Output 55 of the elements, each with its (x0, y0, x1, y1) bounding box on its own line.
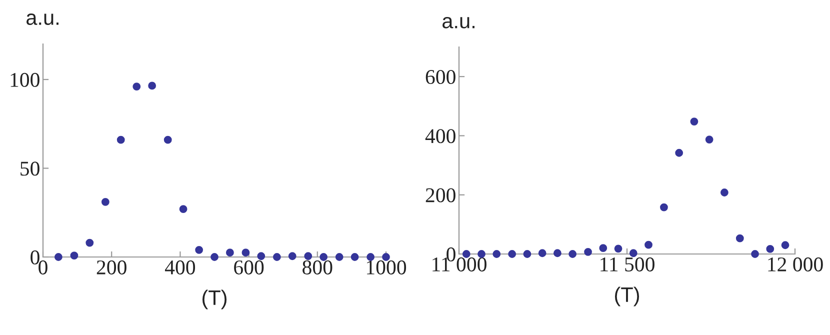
x-tick-label: 600 (234, 260, 264, 274)
y-axis-title: a.u. (442, 16, 474, 28)
point (288, 252, 296, 260)
point (629, 249, 638, 258)
point (335, 253, 344, 261)
x-tick-label: 800 (302, 260, 332, 274)
point (116, 136, 125, 144)
point (553, 249, 562, 258)
point (538, 249, 546, 258)
point (210, 253, 218, 261)
point (568, 250, 577, 258)
point (242, 248, 250, 257)
x-tick-label: 11 500 (600, 257, 654, 272)
point (614, 244, 622, 253)
x-tick-label: 400 (164, 260, 196, 274)
point (164, 136, 172, 144)
point (70, 252, 78, 260)
x-tick-label: 12 000 (768, 257, 823, 272)
point (690, 118, 698, 126)
point (257, 252, 266, 260)
point (179, 205, 188, 214)
point (132, 82, 141, 91)
point (101, 198, 110, 206)
point (599, 244, 608, 252)
point (660, 203, 668, 212)
point (720, 188, 728, 196)
point (492, 250, 501, 258)
point (736, 234, 744, 242)
y-tick-label: 400 (425, 129, 456, 144)
point (195, 246, 204, 254)
y-tick-label: 600 (426, 70, 456, 84)
point (272, 253, 281, 261)
y-tick-label: 200 (426, 188, 456, 202)
point (226, 248, 234, 257)
point (508, 250, 516, 258)
point (705, 136, 714, 144)
point (54, 253, 62, 261)
point (584, 248, 592, 256)
y-tick-label: 100 (10, 72, 40, 87)
x-axis-title: (T) (614, 286, 640, 306)
x-tick-label: 200 (96, 260, 126, 274)
point (781, 241, 790, 250)
point (675, 148, 684, 157)
point (751, 250, 759, 258)
y-tick-label: 50 (20, 162, 40, 176)
point (304, 252, 312, 260)
point (523, 250, 532, 258)
y-axis-title: a.u. (26, 14, 58, 25)
point (350, 253, 359, 261)
point (148, 82, 156, 90)
point (86, 238, 94, 247)
point (766, 245, 774, 253)
x-axis-title: (T) (202, 290, 227, 310)
x-tick-label: 1000 (367, 260, 406, 274)
point (644, 240, 652, 249)
